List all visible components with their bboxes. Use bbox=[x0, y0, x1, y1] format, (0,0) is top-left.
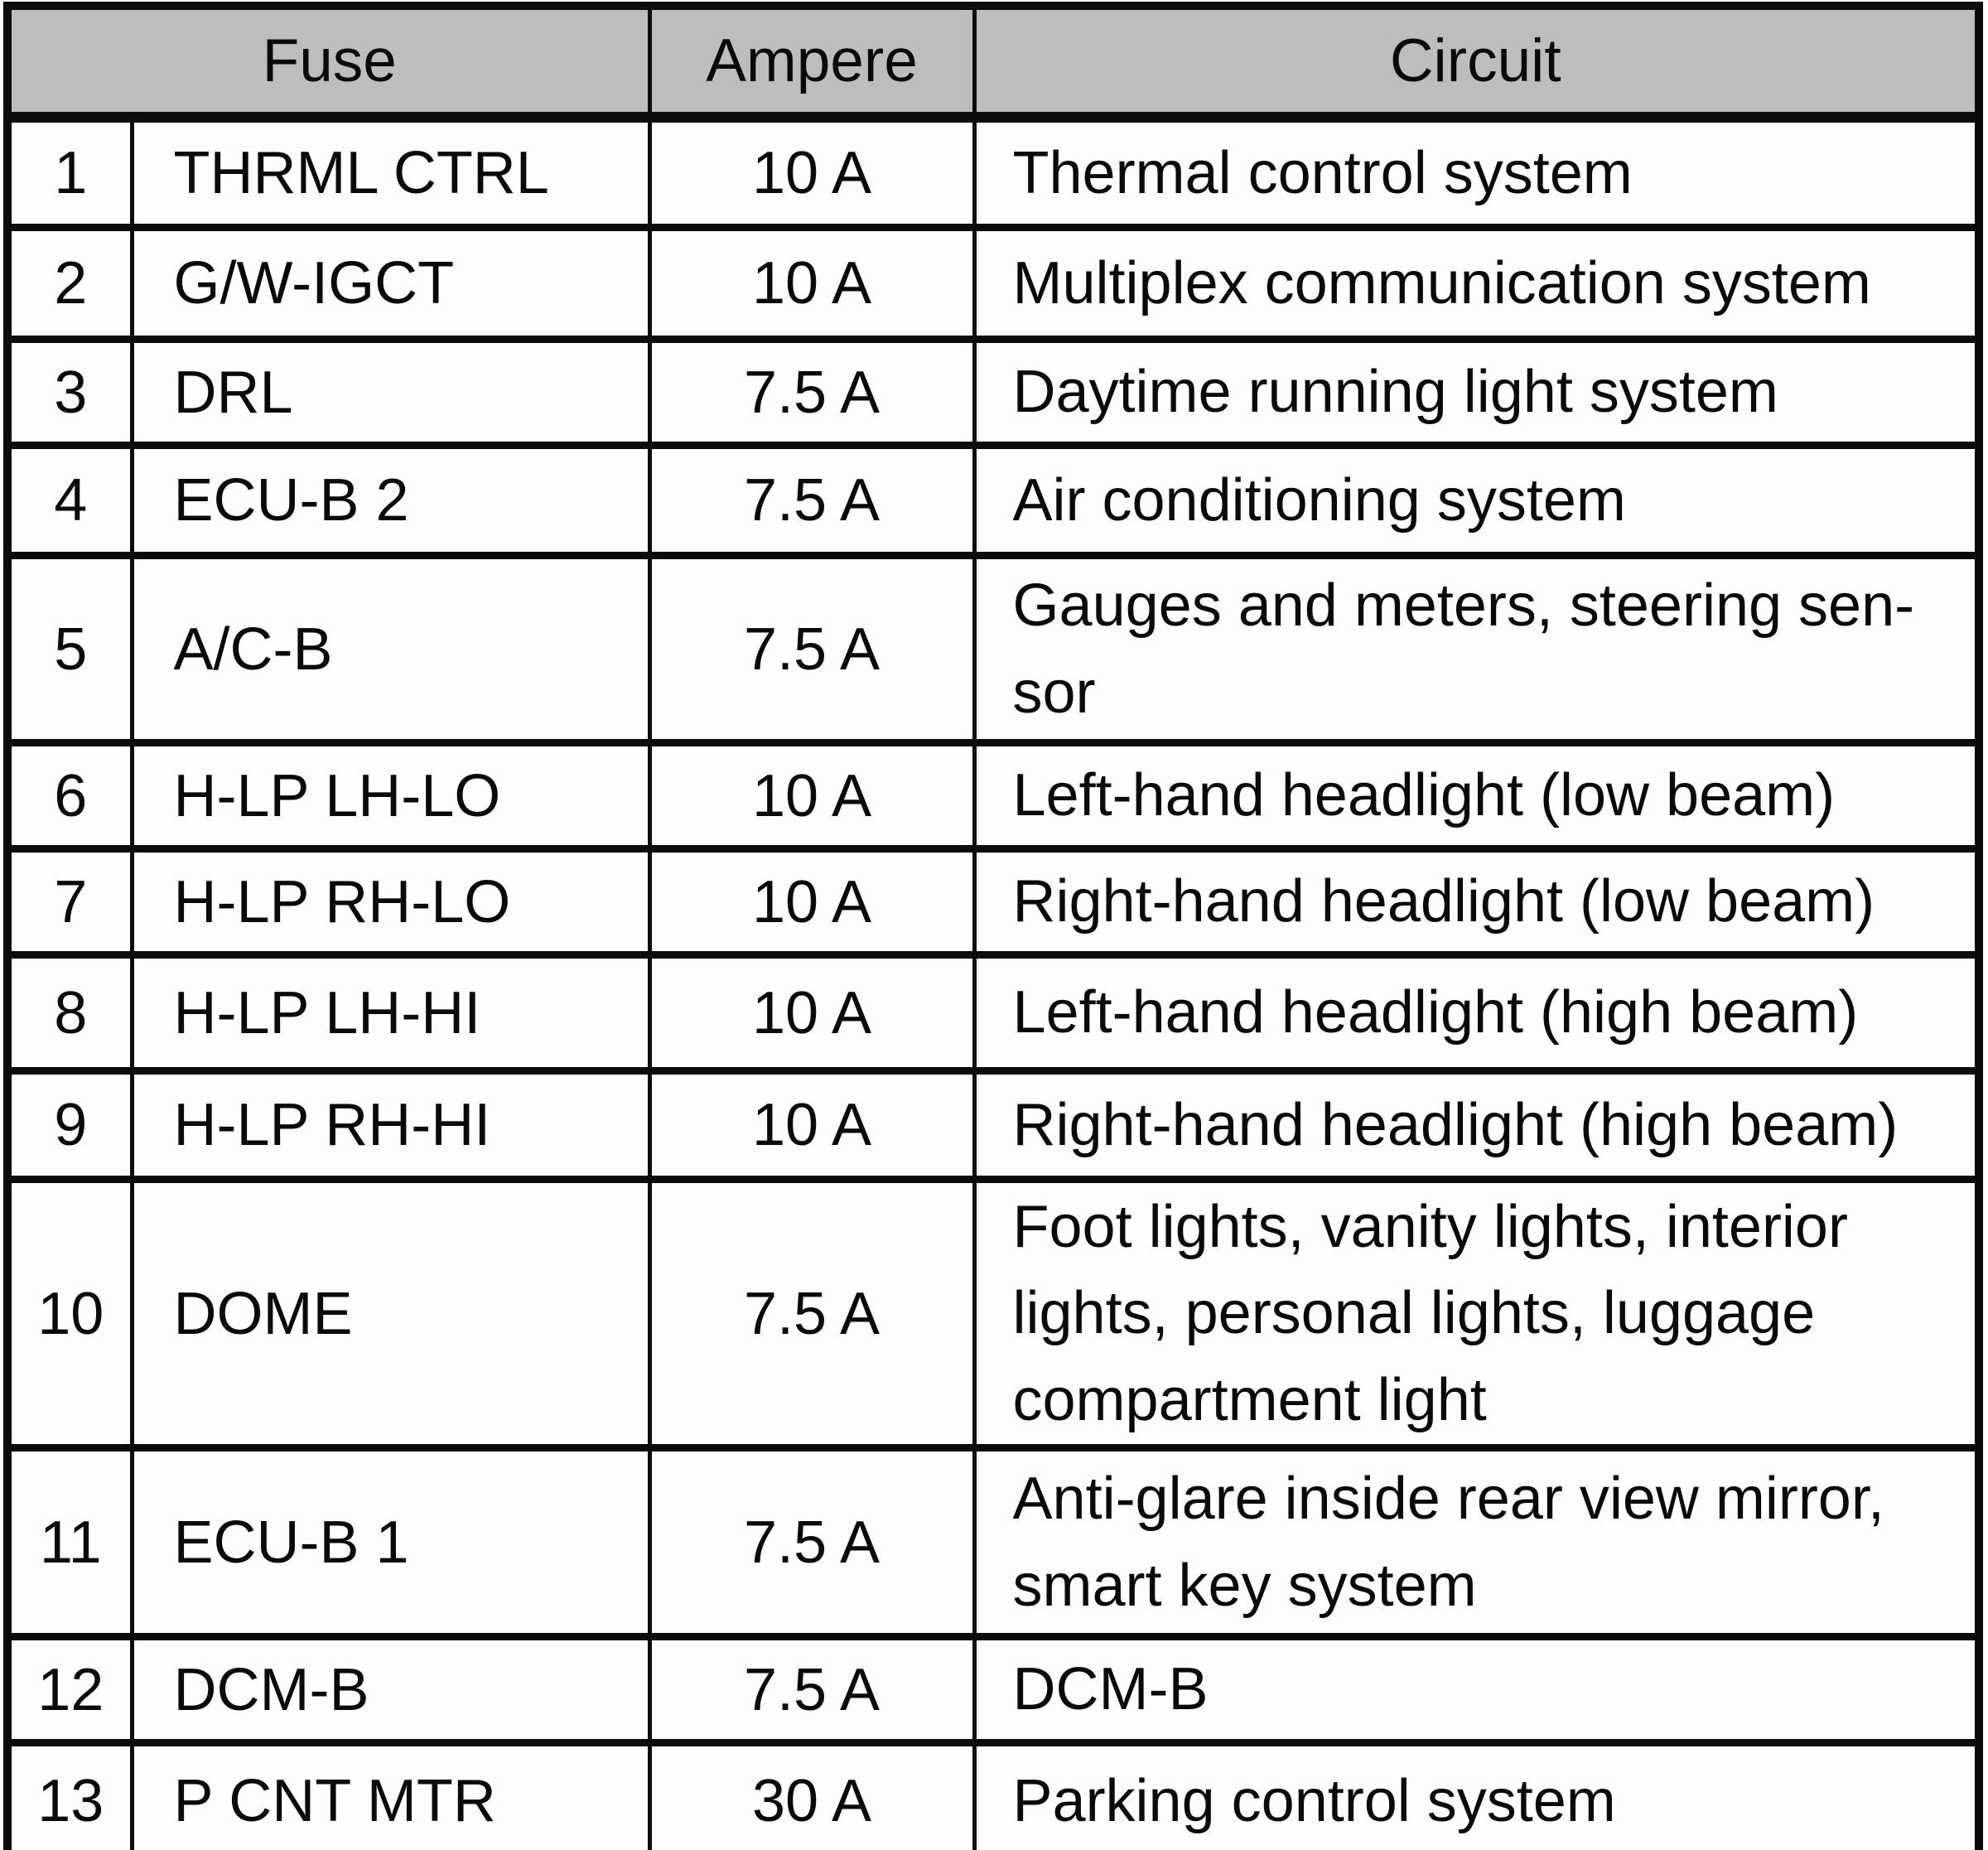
ampere-cell: 7.5 A bbox=[647, 336, 977, 449]
fuse-name-cell: ECU-B 2 bbox=[129, 442, 652, 559]
circuit-cell: Right-hand headlight (high beam) bbox=[972, 1067, 1981, 1183]
ampere-cell: 7.5 A bbox=[647, 442, 977, 559]
fuse-name-cell: H-LP LH-LO bbox=[129, 739, 652, 853]
column-header-fuse: Fuse bbox=[5, 2, 652, 123]
circuit-cell: Thermal control system bbox=[972, 114, 1981, 231]
circuit-cell: Foot lights, vanity lights, interior lig… bbox=[972, 1175, 1981, 1452]
fuse-name-cell: G/W-IGCT bbox=[129, 224, 652, 343]
fuse-name-cell: A/C-B bbox=[129, 552, 652, 746]
fuse-name-cell: H-LP RH-HI bbox=[129, 1067, 652, 1183]
circuit-cell: Left-hand headlight (high beam) bbox=[972, 951, 1981, 1075]
circuit-cell: Air conditioning system bbox=[972, 442, 1981, 559]
ampere-cell: 7.5 A bbox=[647, 552, 977, 746]
header-row: Fuse Ampere Circuit bbox=[5, 2, 1981, 123]
fuse-row-6: 6 H-LP LH-LO 10 A Left-hand headlight (l… bbox=[5, 739, 1981, 853]
fuse-number-cell: 1 bbox=[5, 114, 134, 231]
fuse-row-3: 3 DRL 7.5 A Daytime running light system bbox=[5, 336, 1981, 449]
fuse-row-9: 9 H-LP RH-HI 10 A Right-hand headlight (… bbox=[5, 1067, 1981, 1183]
fuse-number-cell: 9 bbox=[5, 1067, 134, 1183]
fuse-name-cell: THRML CTRL bbox=[129, 114, 652, 231]
table-header: Fuse Ampere Circuit bbox=[5, 2, 1981, 123]
fuse-number-cell: 4 bbox=[5, 442, 134, 559]
fuse-number-cell: 6 bbox=[5, 739, 134, 853]
ampere-cell: 10 A bbox=[647, 739, 977, 853]
circuit-cell: Gauges and meters, steering sen- sor bbox=[972, 552, 1981, 746]
fuse-row-13: 13 P CNT MTR 30 A Parking control system bbox=[5, 1739, 1981, 1850]
fuse-name-cell: ECU-B 1 bbox=[129, 1444, 652, 1641]
circuit-cell: Multiplex communication system bbox=[972, 224, 1981, 343]
circuit-cell: DCM-B bbox=[972, 1633, 1981, 1747]
fuse-number-cell: 5 bbox=[5, 552, 134, 746]
fuse-number-cell: 8 bbox=[5, 951, 134, 1075]
fuse-name-cell: DCM-B bbox=[129, 1633, 652, 1747]
ampere-cell: 7.5 A bbox=[647, 1175, 977, 1452]
ampere-cell: 7.5 A bbox=[647, 1633, 977, 1747]
fuse-row-4: 4 ECU-B 2 7.5 A Air conditioning system bbox=[5, 442, 1981, 559]
fuse-number-cell: 3 bbox=[5, 336, 134, 449]
ampere-cell: 30 A bbox=[647, 1739, 977, 1850]
fuse-row-12: 12 DCM-B 7.5 A DCM-B bbox=[5, 1633, 1981, 1747]
fuse-number-cell: 12 bbox=[5, 1633, 134, 1747]
ampere-cell: 10 A bbox=[647, 951, 977, 1075]
circuit-cell: Anti-glare inside rear view mirror, smar… bbox=[972, 1444, 1981, 1641]
fuse-number-cell: 2 bbox=[5, 224, 134, 343]
column-header-circuit: Circuit bbox=[972, 2, 1981, 123]
fuse-table: Fuse Ampere Circuit 1 THRML CTRL 10 A Th… bbox=[3, 2, 1983, 1850]
fuse-number-cell: 11 bbox=[5, 1444, 134, 1641]
fuse-number-cell: 10 bbox=[5, 1175, 134, 1452]
ampere-cell: 7.5 A bbox=[647, 1444, 977, 1641]
fuse-row-1: 1 THRML CTRL 10 A Thermal control system bbox=[5, 114, 1981, 231]
fuse-name-cell: DRL bbox=[129, 336, 652, 449]
fuse-name-cell: H-LP LH-HI bbox=[129, 951, 652, 1075]
column-header-ampere: Ampere bbox=[647, 2, 977, 123]
circuit-cell: Parking control system bbox=[972, 1739, 1981, 1850]
ampere-cell: 10 A bbox=[647, 224, 977, 343]
circuit-cell: Left-hand headlight (low beam) bbox=[972, 739, 1981, 853]
fuse-name-cell: H-LP RH-LO bbox=[129, 845, 652, 959]
fuse-number-cell: 7 bbox=[5, 845, 134, 959]
fuse-row-11: 11 ECU-B 1 7.5 A Anti-glare inside rear … bbox=[5, 1444, 1981, 1641]
ampere-cell: 10 A bbox=[647, 1067, 977, 1183]
ampere-cell: 10 A bbox=[647, 845, 977, 959]
fuse-number-cell: 13 bbox=[5, 1739, 134, 1850]
fuse-row-2: 2 G/W-IGCT 10 A Multiplex communication … bbox=[5, 224, 1981, 343]
fuse-row-7: 7 H-LP RH-LO 10 A Right-hand headlight (… bbox=[5, 845, 1981, 959]
fuse-row-5: 5 A/C-B 7.5 A Gauges and meters, steerin… bbox=[5, 552, 1981, 746]
fuse-row-8: 8 H-LP LH-HI 10 A Left-hand headlight (h… bbox=[5, 951, 1981, 1075]
fuse-name-cell: P CNT MTR bbox=[129, 1739, 652, 1850]
fuse-name-cell: DOME bbox=[129, 1175, 652, 1452]
ampere-cell: 10 A bbox=[647, 114, 977, 231]
fuse-row-10: 10 DOME 7.5 A Foot lights, vanity lights… bbox=[5, 1175, 1981, 1452]
table-body: 1 THRML CTRL 10 A Thermal control system… bbox=[5, 114, 1981, 1850]
circuit-cell: Right-hand headlight (low beam) bbox=[972, 845, 1981, 959]
circuit-cell: Daytime running light system bbox=[972, 336, 1981, 449]
